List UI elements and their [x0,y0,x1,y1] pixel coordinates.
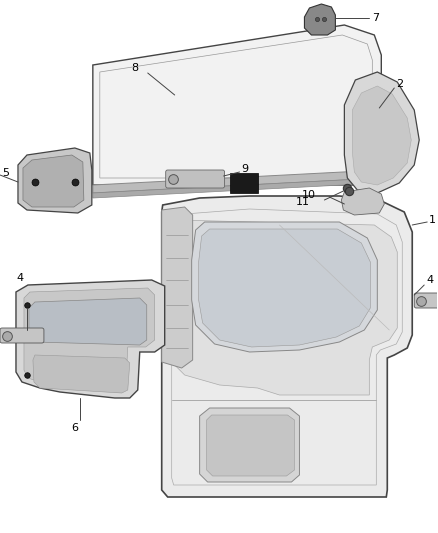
Polygon shape [29,298,147,345]
Polygon shape [93,25,381,185]
Polygon shape [16,280,165,398]
Polygon shape [162,196,412,497]
Text: 8: 8 [131,63,138,73]
Polygon shape [175,220,397,395]
Text: 4: 4 [16,273,24,283]
Text: 7: 7 [372,13,379,23]
Polygon shape [23,155,84,207]
Bar [230,173,258,193]
Text: 9: 9 [242,164,249,174]
Polygon shape [199,229,370,347]
Polygon shape [162,207,193,368]
Polygon shape [200,408,300,482]
Polygon shape [341,188,384,215]
Polygon shape [33,355,130,393]
Polygon shape [304,4,336,35]
FancyBboxPatch shape [0,328,44,343]
Polygon shape [93,170,381,193]
Polygon shape [207,415,294,476]
Polygon shape [352,86,411,185]
Polygon shape [344,72,419,193]
FancyBboxPatch shape [414,293,438,308]
Polygon shape [192,222,377,352]
Text: 4: 4 [426,275,433,285]
Polygon shape [24,288,155,392]
Polygon shape [93,178,381,198]
Text: 11: 11 [296,197,309,207]
Polygon shape [18,148,92,213]
FancyBboxPatch shape [166,170,225,188]
Text: 1: 1 [429,215,436,225]
Text: 10: 10 [301,190,315,200]
Text: 2: 2 [396,79,403,89]
Text: 5: 5 [2,168,9,178]
Text: 6: 6 [71,423,78,433]
